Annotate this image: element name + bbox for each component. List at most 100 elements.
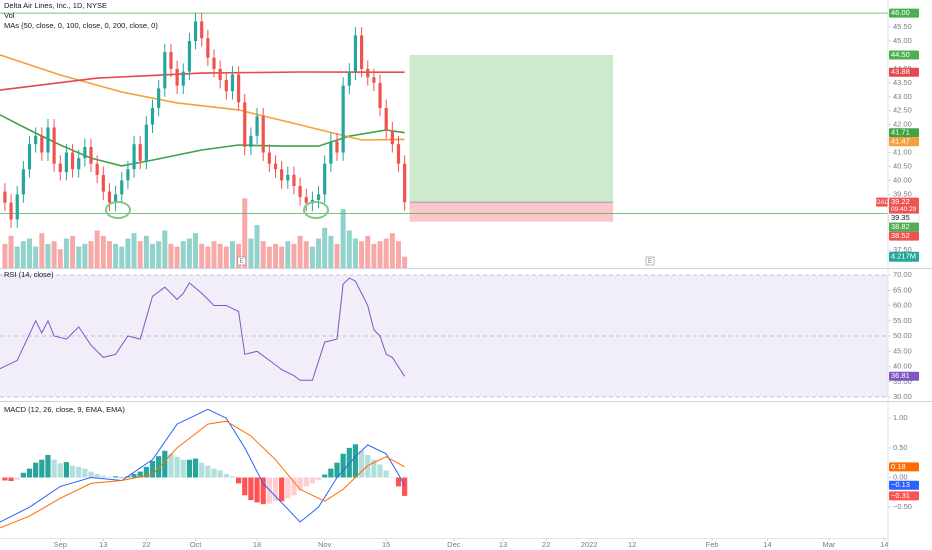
x-tick-label: 13	[99, 540, 107, 549]
y-tick-label: 55.00	[893, 316, 912, 325]
volume-bar	[260, 241, 266, 268]
earnings-label: E	[648, 259, 652, 265]
volume-bar	[45, 243, 51, 268]
volume-bar	[346, 230, 352, 268]
volume-bar	[217, 243, 223, 268]
candle-body	[46, 127, 50, 153]
price-label: 41.47	[891, 137, 910, 146]
candle-body	[187, 40, 192, 72]
volume-bar	[279, 246, 285, 268]
volume-bar	[162, 230, 168, 268]
macd-histogram-bar	[14, 477, 20, 480]
candle-body	[329, 141, 333, 164]
candle-body	[396, 144, 401, 164]
macd-histogram-bar	[106, 476, 113, 478]
volume-bar	[254, 225, 260, 268]
price-label: 36.81	[891, 371, 910, 380]
volume-bar	[27, 238, 33, 268]
volume-bar	[309, 246, 315, 268]
candle-body	[193, 21, 198, 41]
candle-body	[52, 127, 56, 164]
rsi-line	[0, 277, 406, 381]
x-tick-label: 22	[542, 540, 550, 549]
y-tick-label: 40.00	[893, 175, 912, 184]
macd-histogram-bar	[248, 477, 254, 501]
candle-body	[267, 152, 271, 164]
volume-bar	[113, 243, 119, 268]
macd-histogram-bar	[395, 477, 402, 487]
volume-bar	[63, 238, 69, 268]
macd-histogram-bar	[211, 468, 217, 478]
macd-histogram-bar	[279, 477, 285, 502]
x-tick-label: Feb	[706, 540, 719, 549]
x-tick-label: Nov	[318, 540, 332, 549]
candle-body	[286, 174, 290, 181]
candle-body	[243, 102, 247, 147]
macd-histogram-bar	[149, 460, 156, 478]
macd-histogram-bar	[94, 473, 100, 478]
macd-histogram-bar	[340, 453, 346, 478]
volume-bar	[352, 238, 358, 268]
macd-histogram-bar	[8, 477, 14, 482]
candle-body	[347, 71, 351, 86]
x-tick-label: 12	[628, 540, 636, 549]
macd-histogram-bar	[346, 447, 352, 478]
volume-bar	[273, 243, 279, 268]
volume-bar	[88, 241, 94, 268]
macd-line	[0, 408, 406, 523]
y-tick-label: 42.50	[893, 106, 912, 115]
candle-body	[138, 144, 142, 161]
candle-body	[132, 144, 136, 170]
candle-body	[212, 57, 216, 69]
price-label-bg	[889, 480, 919, 490]
y-tick-label: 65.00	[893, 285, 912, 294]
volume-bar	[174, 246, 180, 268]
volume-bar	[383, 238, 389, 268]
volume-bar	[229, 241, 235, 268]
macd-histogram-bar	[272, 477, 279, 502]
macd-histogram-bar	[315, 477, 322, 480]
macd-histogram-bar	[297, 477, 303, 491]
y-tick-label: 0.00	[893, 472, 908, 481]
macd-histogram-bar	[192, 458, 199, 478]
volume-bar	[39, 233, 45, 268]
candle-body	[70, 152, 75, 170]
candle-body	[175, 68, 179, 86]
candle-body	[335, 141, 339, 153]
price-label-bg	[889, 462, 919, 472]
x-tick-label: 14	[763, 540, 771, 549]
candle-body	[384, 107, 388, 131]
y-tick-label: 1.00	[893, 413, 908, 422]
macd-histogram-bar	[402, 477, 408, 496]
macd-histogram-bar	[63, 462, 70, 478]
volume-bar	[340, 209, 346, 268]
volume-bar	[377, 241, 383, 268]
macd-histogram-bar	[254, 477, 260, 503]
volume-bar	[334, 243, 340, 268]
candle-body	[366, 68, 370, 78]
volume-bar	[82, 243, 88, 268]
position-loss	[409, 202, 614, 222]
macd-histogram-bar	[168, 453, 174, 478]
y-tick-label: 60.00	[893, 301, 912, 310]
macd-title: MACD (12, 26, close, 9, EMA, EMA)	[4, 405, 125, 414]
support-circle	[105, 201, 131, 219]
volume-bar	[14, 246, 20, 268]
macd-histogram-bar	[328, 468, 334, 478]
volume-label-bg	[889, 251, 919, 262]
candle-body	[181, 71, 185, 86]
y-tick-label: 43.00	[893, 92, 912, 101]
volume-bar	[57, 249, 63, 268]
volume-bar	[100, 235, 106, 268]
candle-body	[157, 88, 161, 108]
volume-bar	[193, 233, 199, 268]
candle-body	[273, 163, 278, 170]
y-tick-label: −0.50	[893, 502, 912, 511]
volume-bar	[322, 227, 328, 268]
candle-body	[3, 191, 7, 203]
volume-bar	[168, 243, 174, 268]
macd-histogram-bar	[51, 459, 57, 478]
price-label-bg	[889, 67, 919, 77]
candle-body	[206, 38, 210, 58]
price-label: 44.50	[891, 50, 910, 59]
